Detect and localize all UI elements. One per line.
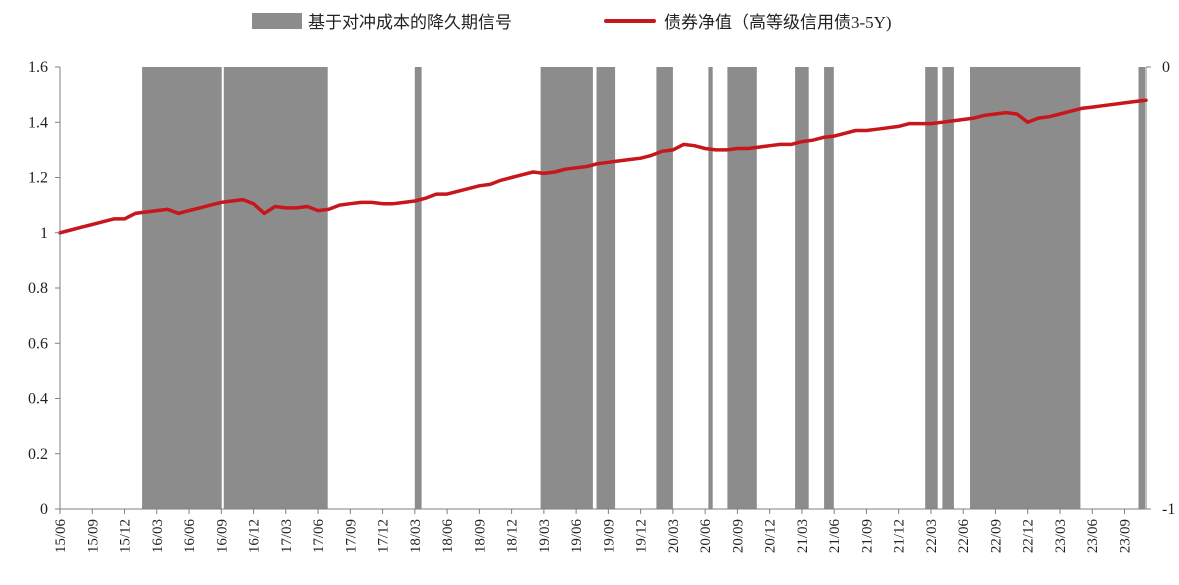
x-tick-label: 20/06 (698, 519, 714, 554)
x-tick-label: 19/12 (634, 519, 650, 553)
x-tick-label: 15/06 (53, 519, 69, 554)
nav-line-group (58, 98, 1148, 235)
y-right-tick-label: 0 (1162, 59, 1170, 76)
nav-line (58, 98, 1148, 235)
x-tick-label: 23/06 (1085, 519, 1101, 554)
x-tick-label: 17/09 (343, 519, 359, 553)
legend-item-nav: 债券净值（高等级信用债3-5Y) (604, 8, 892, 33)
signal-bar (727, 67, 757, 509)
y-left-tick-label: 1 (40, 225, 48, 242)
y-left-tick-label: 1.6 (28, 59, 48, 76)
x-tick-label: 23/03 (1053, 519, 1069, 553)
legend-swatch-nav (604, 18, 656, 23)
x-tick-label: 21/03 (795, 519, 811, 553)
y-right-axis: 0 -1 (1146, 59, 1175, 518)
x-tick-label: 19/03 (537, 519, 553, 553)
x-tick-label: 16/06 (182, 519, 198, 554)
signal-bar (708, 67, 713, 509)
legend-swatch-signal (252, 12, 302, 29)
signal-bar (925, 67, 938, 509)
x-tick-label: 17/12 (376, 519, 392, 553)
chart-legend: 基于对冲成本的降久期信号 债券净值（高等级信用债3-5Y) (0, 8, 1179, 34)
x-tick-label: 18/06 (440, 519, 456, 554)
y-left-tick-label: 0.4 (28, 391, 48, 408)
x-tick-label: 20/09 (730, 519, 746, 553)
x-tick-label: 20/12 (763, 519, 779, 553)
y-left-tick-label: 0 (40, 501, 48, 518)
signal-bar (970, 67, 1081, 509)
signal-bar (824, 67, 834, 509)
legend-label-signal: 基于对冲成本的降久期信号 (308, 13, 512, 32)
x-tick-label: 18/12 (505, 519, 521, 553)
x-tick-label: 18/09 (472, 519, 488, 553)
x-tick-label: 16/12 (247, 519, 263, 553)
x-tick-label: 16/09 (214, 519, 230, 553)
x-tick-label: 23/09 (1117, 519, 1133, 553)
signal-bar (596, 67, 616, 509)
x-tick-label: 21/09 (859, 519, 875, 553)
signal-bar (795, 67, 809, 509)
x-tick-label: 22/12 (1021, 519, 1037, 553)
x-axis: 15/06 15/09 15/12 16/03 16/06 16/09 16/12 17/03… (53, 509, 1133, 553)
signal-bar (656, 67, 673, 509)
x-tick-label: 15/12 (118, 519, 134, 553)
signal-bar (414, 67, 422, 509)
signal-bar (1138, 67, 1145, 509)
x-tick-label: 17/03 (279, 519, 295, 553)
y-left-tick-label: 0.6 (28, 335, 48, 352)
x-tick-label: 22/09 (988, 519, 1004, 553)
x-tick-label: 22/03 (924, 519, 940, 553)
legend-item-signal: 基于对冲成本的降久期信号 (252, 8, 512, 33)
y-left-axis: 0 0.2 0.4 0.6 0.8 1 1.2 1.4 1.6 (28, 59, 60, 518)
x-tick-label: 22/06 (956, 519, 972, 554)
x-tick-label: 16/03 (150, 519, 166, 553)
y-left-tick-label: 0.2 (28, 446, 48, 463)
x-tick-label: 19/06 (569, 519, 585, 554)
legend-label-nav: 债券净值（高等级信用债3-5Y) (664, 13, 892, 32)
y-left-tick-label: 1.2 (28, 170, 48, 187)
signal-bar (223, 67, 328, 509)
x-tick-label: 17/06 (311, 519, 327, 554)
y-left-tick-label: 0.8 (28, 280, 48, 297)
x-tick-label: 20/03 (666, 519, 682, 553)
x-tick-label: 19/09 (601, 519, 617, 553)
x-tick-label: 21/12 (892, 519, 908, 553)
y-left-tick-label: 1.4 (28, 114, 48, 131)
signal-bars (142, 67, 1145, 509)
signal-bar (142, 67, 222, 509)
x-tick-label: 18/03 (408, 519, 424, 553)
y-right-tick-label: -1 (1162, 501, 1175, 518)
x-tick-label: 21/06 (827, 519, 843, 554)
x-tick-label: 15/09 (85, 519, 101, 553)
signal-bar (540, 67, 593, 509)
signal-bar (942, 67, 954, 509)
